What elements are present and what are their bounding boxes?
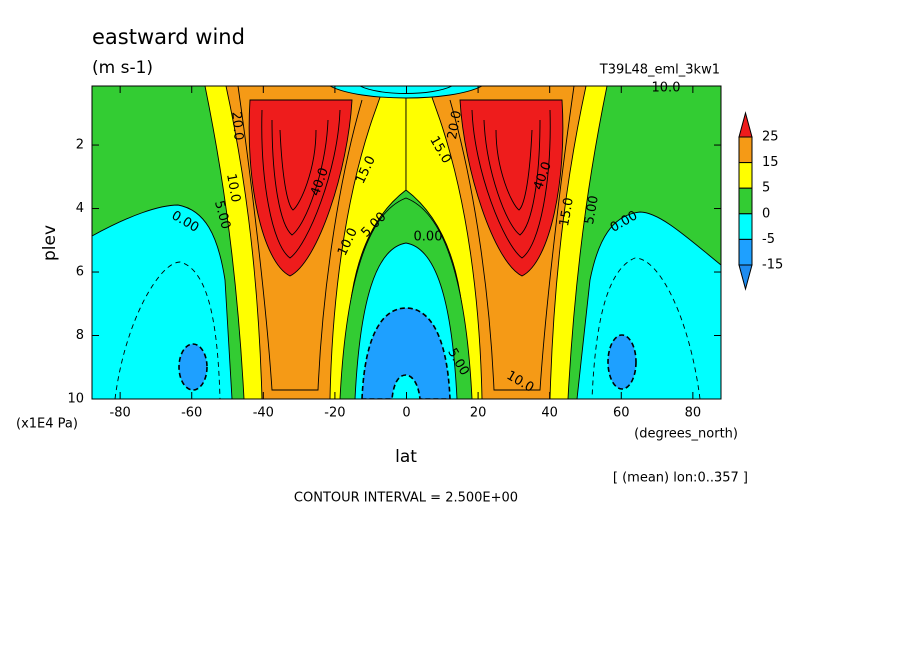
colorbar-box (738, 213, 753, 240)
x-tick-label: 80 (685, 406, 702, 421)
y-axis-label: plev (40, 225, 60, 261)
contour-field (92, 86, 721, 399)
contour-label: 10.0 (652, 81, 681, 96)
chart-title: eastward wind (92, 25, 245, 49)
colorbar-triangle (738, 264, 753, 291)
colorbar-box (738, 136, 753, 164)
contour-label: 15.0 (557, 196, 577, 227)
x-tick-label: -80 (110, 406, 131, 421)
y-axis-units: (x1E4 Pa) (16, 417, 78, 432)
jet-left (204, 86, 407, 399)
field-blue (607, 334, 637, 390)
contour-label: 10.0 (223, 172, 243, 203)
jet-right (405, 86, 608, 399)
x-tick-label: -40 (253, 406, 274, 421)
colorbar-label: -15 (762, 258, 783, 273)
run-label: T39L48_eml_3kw1 (599, 63, 720, 78)
contour-label: 5.00 (211, 199, 233, 231)
contour-dashed (114, 261, 221, 399)
chart-subtitle: (m s-1) (92, 58, 153, 78)
contour-label: 0.00 (414, 230, 443, 245)
contour-label: 20.0 (445, 109, 465, 140)
colorbar-triangle (738, 111, 753, 138)
y-tick-label: 4 (76, 201, 84, 216)
x-tick-label: 60 (613, 406, 630, 421)
x-tick-label: 20 (470, 406, 487, 421)
field-cyan (92, 204, 233, 399)
contour-label: 5.00 (582, 194, 602, 225)
y-tick-label: 8 (76, 328, 84, 343)
axes: -80 -60 -40 -20 0 20 40 60 80 2 4 6 8 10 (67, 86, 721, 421)
colorbar-label: 15 (762, 155, 779, 170)
y-tick-label: 10 (67, 392, 84, 407)
colorbar-box (738, 187, 753, 215)
contour-line (359, 86, 453, 94)
averaging-note: [ (mean) lon:0..357 ] (613, 471, 748, 486)
contour-dashed (591, 257, 701, 399)
colorbar: 25 15 5 0 -5 -15 (738, 111, 783, 291)
field-blue (361, 307, 451, 399)
x-tick-label: -20 (324, 406, 345, 421)
x-tick-label: 40 (541, 406, 558, 421)
x-tick-label: 0 (402, 406, 410, 421)
y-tick-label: 2 (76, 138, 84, 153)
x-tick-label: -60 (181, 406, 202, 421)
colorbar-label: 5 (762, 181, 770, 196)
colorbar-box (738, 162, 753, 189)
colorbar-label: 0 (762, 206, 770, 221)
y-tick-label: 6 (76, 265, 84, 280)
colorbar-label: -5 (762, 232, 775, 247)
contour-note: CONTOUR INTERVAL = 2.500E+00 (294, 491, 518, 506)
colorbar-box (738, 238, 753, 266)
field-blue (178, 343, 208, 391)
x-axis-units: (degrees_north) (634, 427, 738, 442)
colorbar-label: 25 (762, 130, 779, 145)
x-axis-label: lat (395, 447, 417, 467)
contour-label: 20.0 (228, 111, 245, 141)
